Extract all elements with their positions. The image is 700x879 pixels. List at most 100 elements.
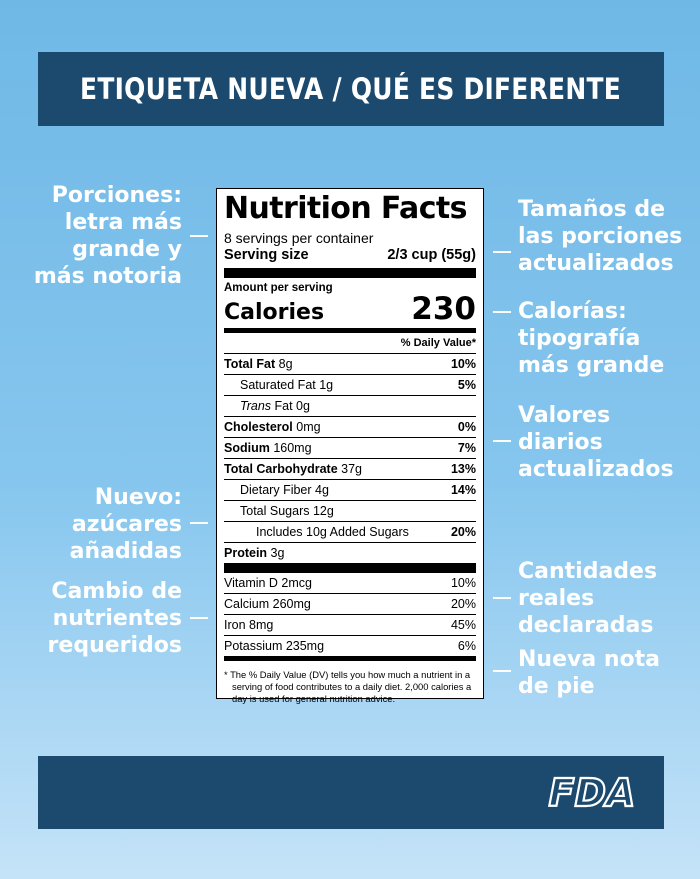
callout-line: Tamaños de bbox=[518, 197, 665, 222]
callout-dash bbox=[493, 597, 511, 599]
vitamin-name: Potassium 235mg bbox=[224, 639, 325, 653]
vitamin-row: Potassium 235mg 6% bbox=[224, 635, 476, 656]
nutrient-row: Dietary Fiber 4g 14% bbox=[224, 479, 476, 500]
nutrient-row: Saturated Fat 1g 5% bbox=[224, 374, 476, 395]
callout-line: Valores bbox=[518, 403, 611, 428]
callout-dash bbox=[493, 251, 511, 253]
callout-dash bbox=[493, 311, 511, 313]
callout-line: requeridos bbox=[47, 633, 182, 658]
callout-dash bbox=[190, 522, 208, 524]
nutrient-name: Includes 10g Added Sugars bbox=[256, 525, 409, 539]
nutrient-name: Dietary Fiber bbox=[240, 483, 312, 497]
nutrient-name: Saturated Fat bbox=[240, 378, 316, 392]
nutrient-pct: 20% bbox=[450, 525, 476, 539]
callout-footnote: Nueva nota de pie bbox=[518, 646, 660, 700]
nutrient-amount: 8g bbox=[278, 357, 293, 371]
callout-line: azúcares bbox=[71, 512, 182, 537]
callout-daily-values: Valores diarios actualizados bbox=[518, 402, 674, 483]
header-banner: ETIQUETA NUEVA / QUÉ ES DIFERENTE bbox=[38, 52, 664, 126]
nutrient-row: Trans Fat 0g bbox=[224, 395, 476, 416]
calories-row: Calories 230 bbox=[224, 294, 476, 328]
callout-line: Nueva nota bbox=[518, 647, 660, 672]
callout-line: declaradas bbox=[518, 613, 654, 638]
nutrient-pct: 13% bbox=[450, 462, 476, 476]
vitamin-name: Vitamin D 2mcg bbox=[224, 576, 312, 590]
servings-per-container: 8 servings per container bbox=[224, 230, 374, 246]
nutrient-row: Total Fat 8g 10% bbox=[224, 353, 476, 374]
vitamin-row: Calcium 260mg 20% bbox=[224, 593, 476, 614]
callout-line: Cambio de bbox=[51, 579, 182, 604]
vitamin-name: Iron 8mg bbox=[224, 618, 274, 632]
callout-line: actualizados bbox=[518, 251, 674, 276]
callout-line: Cantidades bbox=[518, 559, 658, 584]
callout-line: reales bbox=[518, 586, 595, 611]
nutrient-row: Includes 10g Added Sugars 20% bbox=[224, 521, 476, 542]
nutrient-amount: 0mg bbox=[296, 420, 321, 434]
amount-per-serving: Amount per serving bbox=[224, 282, 333, 294]
callout-line: Nuevo: bbox=[94, 485, 182, 510]
nutrient-amount: 160mg bbox=[273, 441, 312, 455]
callout-line: nutrientes bbox=[52, 606, 182, 631]
thick-divider bbox=[224, 268, 476, 278]
nutrient-amount: Fat 0g bbox=[274, 399, 310, 413]
footnote: * The % Daily Value (DV) tells you how m… bbox=[224, 669, 472, 704]
callout-line: las porciones bbox=[518, 224, 683, 249]
daily-value-header: % Daily Value* bbox=[400, 337, 476, 349]
calories-value: 230 bbox=[411, 291, 476, 327]
vitamin-pct: 45% bbox=[450, 618, 476, 632]
nutrient-pct: 0% bbox=[457, 420, 476, 434]
callout-added-sugars: Nuevo: azúcares añadidas bbox=[70, 484, 182, 565]
nutrient-amount: 12g bbox=[312, 504, 334, 518]
nutrient-pct: 5% bbox=[457, 378, 476, 392]
nutrient-name: Total Sugars bbox=[240, 504, 310, 518]
page-title: ETIQUETA NUEVA / QUÉ ES DIFERENTE bbox=[80, 72, 622, 106]
nutrient-row: Total Carbohydrate 37g 13% bbox=[224, 458, 476, 479]
nutrient-amount: 3g bbox=[270, 546, 285, 560]
thick-divider bbox=[224, 563, 476, 573]
vitamin-pct: 6% bbox=[457, 639, 476, 653]
medium-divider bbox=[224, 656, 476, 661]
nutrient-pct: 14% bbox=[450, 483, 476, 497]
vitamin-pct: 20% bbox=[450, 597, 476, 611]
callout-servings: Porciones: letra más grande y más notori… bbox=[34, 182, 182, 290]
nutrient-pct: 7% bbox=[457, 441, 476, 455]
label-title: Nutrition Facts bbox=[224, 191, 467, 226]
callout-line: letra más bbox=[64, 210, 182, 235]
nutrition-facts-label: Nutrition Facts 8 servings per container… bbox=[216, 188, 484, 704]
nutrient-name: Cholesterol bbox=[224, 420, 293, 434]
callout-line: actualizados bbox=[518, 457, 674, 482]
nutrient-amount: 37g bbox=[341, 462, 363, 476]
fda-logo: FDA bbox=[547, 770, 636, 814]
callout-line: añadidas bbox=[69, 539, 182, 564]
callout-nutrients: Cambio de nutrientes requeridos bbox=[48, 578, 182, 659]
serving-size-row: Serving size 2/3 cup (55g) bbox=[224, 246, 476, 264]
nutrient-name: Protein bbox=[224, 546, 268, 560]
footer-banner bbox=[38, 756, 664, 829]
nutrient-row: Sodium 160mg 7% bbox=[224, 437, 476, 458]
callout-line: diarios bbox=[518, 430, 603, 455]
fda-logo-text: FDA bbox=[549, 771, 636, 814]
callout-line: tipografía bbox=[518, 326, 641, 351]
callout-actual-amounts: Cantidades reales declaradas bbox=[518, 558, 657, 639]
vitamin-pct: 10% bbox=[450, 576, 476, 590]
vitamin-name: Calcium 260mg bbox=[224, 597, 311, 611]
nutrient-pct: 10% bbox=[450, 357, 476, 371]
callout-line: grande y bbox=[72, 237, 182, 262]
callout-dash bbox=[190, 617, 208, 619]
callout-line: Calorías: bbox=[518, 299, 627, 324]
nutrient-row: Protein 3g bbox=[224, 542, 476, 563]
nutrient-name: Trans bbox=[240, 399, 272, 413]
callout-line: más grande bbox=[518, 353, 665, 378]
medium-divider bbox=[224, 328, 476, 333]
callout-serving-sizes: Tamaños de las porciones actualizados bbox=[518, 196, 682, 277]
callout-line: más notoria bbox=[33, 264, 182, 289]
serving-size-value: 2/3 cup (55g) bbox=[387, 247, 476, 263]
callout-dash bbox=[190, 235, 208, 237]
nutrient-name: Total Fat bbox=[224, 357, 276, 371]
nutrient-row: Total Sugars 12g bbox=[224, 500, 476, 521]
callout-dash bbox=[493, 670, 511, 672]
serving-size-label: Serving size bbox=[224, 247, 309, 263]
nutrient-name: Total Carbohydrate bbox=[224, 462, 338, 476]
callout-dash bbox=[493, 440, 511, 442]
calories-label: Calories bbox=[224, 300, 325, 325]
